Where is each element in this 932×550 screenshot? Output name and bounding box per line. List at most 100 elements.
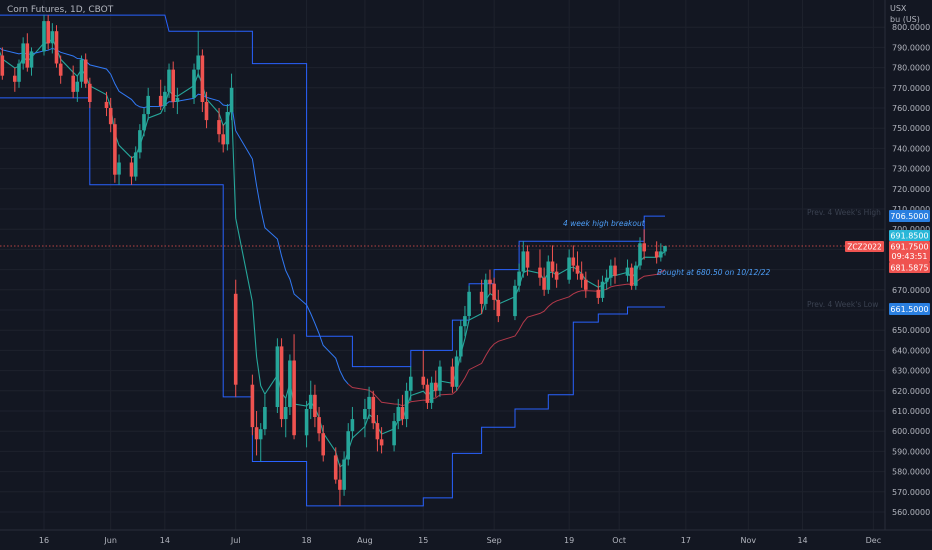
candle-body — [542, 277, 546, 290]
candle-body — [142, 114, 146, 131]
prev-high-tag — [889, 210, 930, 222]
candle-body — [75, 81, 80, 92]
candle-body — [567, 257, 571, 280]
candle-body — [79, 59, 84, 82]
candle-body — [654, 251, 659, 258]
candle-body — [604, 277, 609, 282]
candle-body — [421, 376, 426, 385]
candle-body — [196, 55, 200, 70]
candle-body — [434, 382, 438, 391]
candle-body — [317, 417, 321, 434]
x-tick-label: Oct — [612, 536, 626, 545]
price-tags: 706.5000 691.8500 ZCZ2022 691.7500 09:43… — [845, 210, 930, 315]
breakout-annotation: 4 week high breakout — [563, 219, 646, 228]
candle-body — [321, 433, 325, 456]
candle-body — [479, 291, 484, 304]
x-tick-label: Sep — [487, 536, 502, 545]
candle-body — [538, 267, 542, 278]
candle-body — [488, 279, 492, 284]
x-tick-label: 16 — [39, 536, 49, 545]
candle-body — [375, 423, 380, 440]
prev-low-label: Prev. 4 Week's Low — [807, 300, 878, 309]
chart-title: Corn Futures, 1D, CBOT — [7, 5, 114, 15]
x-tick-label: 14 — [797, 536, 807, 545]
candle-body — [613, 265, 617, 276]
x-tick-label: 17 — [681, 536, 691, 545]
candle-body — [175, 97, 180, 102]
candle-body — [21, 43, 25, 64]
candle-body — [275, 346, 280, 407]
candle-body — [146, 95, 150, 115]
candle-body — [158, 95, 163, 106]
ma-slow-line-red — [347, 269, 666, 407]
channel-lower-line — [0, 97, 665, 507]
candle-body — [254, 427, 259, 440]
bought-annotation: Bought at 680.50 on 10/12/22 — [657, 268, 771, 277]
x-tick-label: Jun — [103, 536, 117, 545]
candle-body — [584, 279, 588, 290]
y-tick-label: 670.0000 — [892, 286, 930, 295]
candle-body — [221, 134, 225, 145]
last-price-tag-text: 691.7500 — [890, 243, 928, 252]
candle-body — [233, 293, 238, 385]
candle-body — [450, 366, 455, 387]
y-tick-label: 600.0000 — [892, 427, 930, 436]
candle-body — [367, 396, 371, 409]
y-tick-label: 580.0000 — [892, 468, 930, 477]
candle-body — [283, 407, 288, 420]
candle-body — [171, 69, 175, 102]
candle-body — [363, 409, 367, 420]
candle-body — [263, 407, 267, 430]
candle-body — [50, 31, 55, 44]
y-tick-label: 620.0000 — [892, 387, 930, 396]
upper-blue-tag — [889, 230, 930, 241]
y-tick-label: 800.0000 — [892, 23, 930, 32]
candle-body — [13, 75, 17, 82]
ma-slow-line-blue — [0, 47, 349, 385]
donchian-channel — [0, 14, 665, 507]
candle-body — [659, 251, 663, 258]
grid-lines — [0, 0, 885, 530]
candle-body — [0, 55, 5, 76]
currency-label: USX — [890, 4, 907, 13]
candle-body — [638, 243, 642, 266]
candle-body — [554, 271, 559, 280]
candle-body — [463, 316, 467, 327]
last-price-tag — [889, 241, 930, 262]
candle-body — [609, 265, 613, 278]
candle-body — [279, 346, 284, 420]
candle-body — [46, 21, 50, 44]
candle-body — [454, 356, 459, 387]
candle-body — [575, 265, 580, 274]
candle-body — [117, 162, 121, 175]
candle-body — [579, 273, 584, 280]
x-tick-label: 19 — [564, 536, 574, 545]
candle-body — [71, 75, 75, 92]
candle-body — [629, 267, 634, 286]
y-tick-label: 750.0000 — [892, 124, 930, 133]
symbol-tag-text: ZCZ2022 — [847, 243, 882, 252]
candle-body — [167, 69, 171, 92]
time-axis[interactable]: 16 Jun 14 Jul 18 Aug 15 Sep 19 Oct 17 Nov 14 Dec — [0, 529, 932, 545]
y-tick-label: 700.0000 — [892, 225, 930, 234]
channel-upper-line — [0, 14, 665, 368]
y-tick-label: 630.0000 — [892, 367, 930, 376]
candle-body — [429, 382, 434, 403]
candle-body — [404, 390, 409, 420]
y-tick-label: 730.0000 — [892, 165, 930, 174]
candle-body — [525, 251, 530, 268]
candle-body — [129, 162, 134, 177]
candle-body — [338, 479, 342, 490]
candle-body — [625, 267, 630, 276]
prev-high-tag-text: 706.5000 — [890, 212, 928, 221]
candle-body — [204, 101, 209, 121]
x-tick-label: 15 — [418, 536, 428, 545]
x-tick-label: 18 — [301, 536, 311, 545]
candle-body — [663, 245, 667, 252]
y-tick-label: 770.0000 — [892, 84, 930, 93]
candle-body — [467, 291, 471, 316]
candle-body — [288, 360, 292, 407]
y-tick-label: 790.0000 — [892, 43, 930, 52]
annotations: 4 week high breakout Bought at 680.50 on… — [563, 208, 881, 309]
